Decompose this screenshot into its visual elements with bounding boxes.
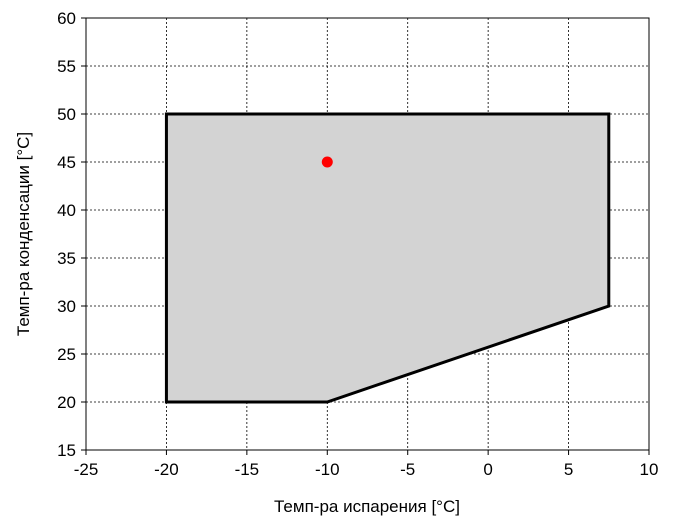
x-tick-label: 10 (640, 460, 659, 479)
y-tick-label: 20 (57, 393, 76, 412)
x-tick-labels: -25 -20 -15 -10 -5 0 5 10 (74, 460, 659, 479)
y-tick-label: 15 (57, 441, 76, 460)
x-tick-label: -15 (235, 460, 260, 479)
x-tick-label: -5 (400, 460, 415, 479)
x-tick-label: 0 (483, 460, 492, 479)
envelope-polygon (164, 112, 611, 404)
x-tick-label: -10 (315, 460, 340, 479)
operating-point-marker (321, 156, 333, 168)
y-tick-labels: 15 20 25 30 35 40 45 50 55 60 (57, 9, 76, 460)
y-tick-label: 40 (57, 201, 76, 220)
y-tick-label: 55 (57, 57, 76, 76)
y-tick-label: 45 (57, 153, 76, 172)
x-axis-title: Темп-ра испарения [°C] (274, 497, 460, 516)
y-axis-title: Темп-ра конденсации [°C] (14, 132, 33, 336)
plot-frame (85, 17, 650, 451)
y-tick-label: 35 (57, 249, 76, 268)
y-tick-label: 60 (57, 9, 76, 28)
y-tick-label: 30 (57, 297, 76, 316)
x-tick-label: 5 (564, 460, 573, 479)
y-tick-label: 50 (57, 105, 76, 124)
x-tick-label: -25 (74, 460, 99, 479)
axis-ticks (81, 17, 650, 455)
x-tick-label: -20 (154, 460, 179, 479)
y-tick-label: 25 (57, 345, 76, 364)
